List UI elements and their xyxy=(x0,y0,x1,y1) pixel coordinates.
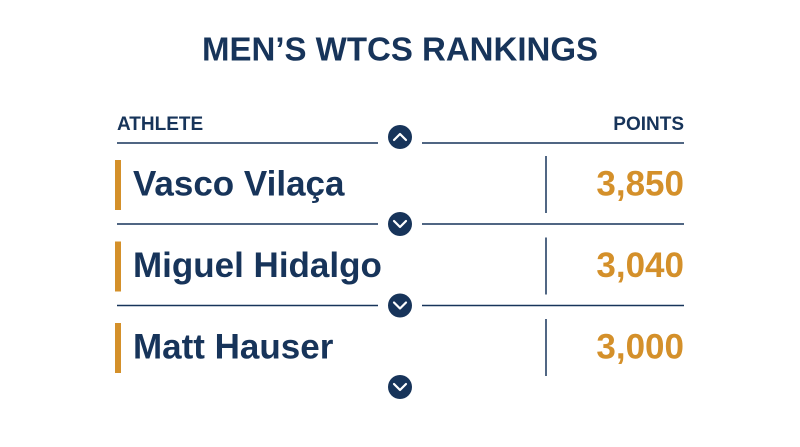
athlete-name: Matt Hauser xyxy=(133,327,334,366)
chevron xyxy=(392,219,408,229)
athlete-name: Miguel Hidalgo xyxy=(133,246,382,285)
button-circle xyxy=(388,293,412,318)
up-button[interactable] xyxy=(388,125,412,149)
points: 3,850 xyxy=(596,164,684,203)
points: 3,000 xyxy=(596,327,684,366)
accent-bar xyxy=(115,241,121,292)
column-header: POINTS xyxy=(613,114,684,135)
rows: Vasco Vilaça 3,850 Miguel Hidalgo 3,040 Matt… xyxy=(115,156,684,399)
title: MEN’S WTCS RANKINGS xyxy=(202,31,598,68)
expand-button[interactable] xyxy=(388,375,412,399)
chevron xyxy=(392,382,408,392)
accent-bar xyxy=(115,323,121,373)
column-header: ATHLETE xyxy=(117,114,203,135)
expand-button[interactable] xyxy=(388,293,412,318)
accent-bar xyxy=(115,160,121,210)
points: 3,040 xyxy=(596,246,684,285)
button-circle xyxy=(388,212,412,236)
chevron xyxy=(392,301,408,310)
button-circle xyxy=(388,375,412,399)
expand-button[interactable] xyxy=(388,212,412,236)
athlete-name: Vasco Vilaça xyxy=(133,164,345,203)
